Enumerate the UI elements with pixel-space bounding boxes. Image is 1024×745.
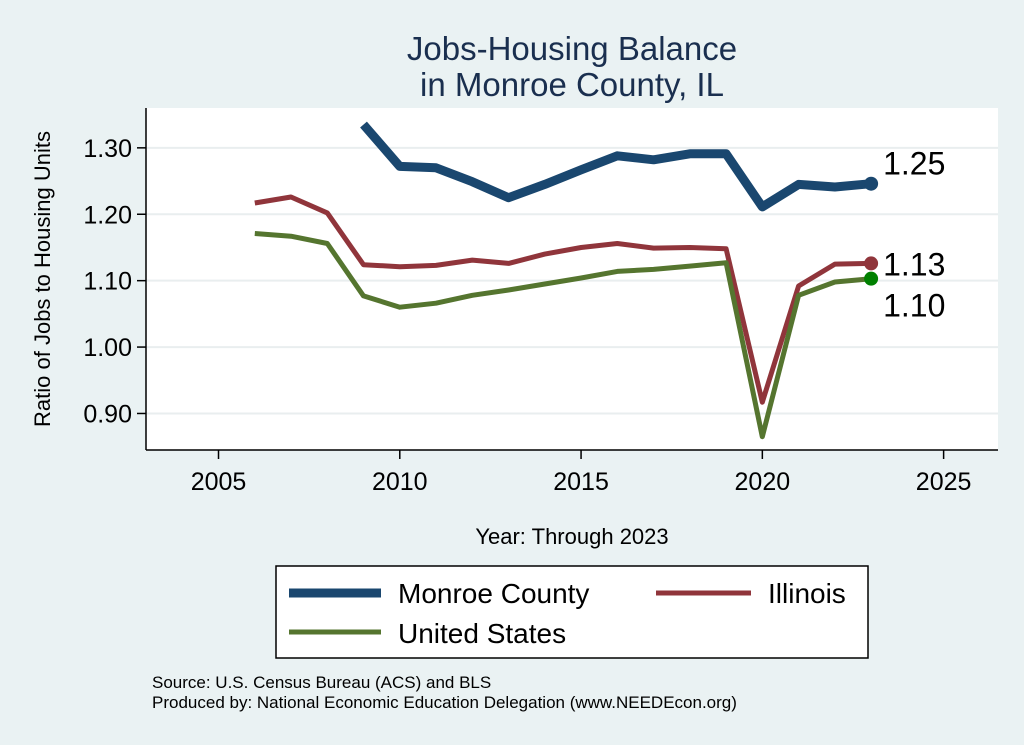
- y-tick-label: 1.30: [83, 135, 132, 163]
- x-axis-label: Year: Through 2023: [475, 524, 668, 549]
- x-tick-label: 2005: [191, 468, 247, 496]
- end-marker-monroe-county: [864, 176, 879, 191]
- end-marker-united-states: [864, 271, 879, 286]
- legend-label-illinois: Illinois: [768, 578, 846, 609]
- x-tick-label: 2015: [553, 468, 609, 496]
- x-axis-ticks: 2005 2010 2015 2020 2025: [191, 450, 972, 496]
- legend-label-monroe-county: Monroe County: [398, 578, 589, 609]
- chart-title-line-2: in Monroe County, IL: [420, 66, 724, 103]
- x-tick-label: 2020: [735, 468, 791, 496]
- y-axis-ticks: 0.90 1.00 1.10 1.20 1.30: [83, 135, 146, 428]
- y-tick-label: 1.00: [83, 334, 132, 362]
- series-line-illinois: [254, 194, 872, 405]
- series-lines: [254, 121, 872, 440]
- legend-label-united-states: United States: [398, 618, 566, 649]
- end-label-monroe-county: 1.25: [883, 146, 945, 182]
- series-line-united-states: [254, 231, 872, 440]
- y-tick-label: 1.20: [83, 201, 132, 229]
- legend-box: [275, 565, 869, 659]
- source-note: Source: U.S. Census Bureau (ACS) and BLS: [152, 673, 491, 692]
- y-tick-label: 0.90: [83, 400, 132, 428]
- producer-note: Produced by: National Economic Education…: [152, 693, 737, 712]
- y-axis-label: Ratio of Jobs to Housing Units: [30, 131, 55, 427]
- end-marker-illinois: [864, 256, 879, 271]
- end-label-illinois: 1.13: [883, 246, 945, 282]
- end-label-united-states: 1.10: [883, 288, 945, 324]
- legend: Monroe County Illinois United States: [275, 565, 869, 659]
- x-tick-label: 2025: [916, 468, 972, 496]
- x-tick-label: 2010: [372, 468, 428, 496]
- series-line-monroe-county: [360, 121, 872, 212]
- end-markers: 1.25 1.13 1.10: [864, 146, 945, 324]
- y-tick-label: 1.10: [83, 268, 132, 296]
- chart-title-line-1: Jobs-Housing Balance: [407, 30, 737, 67]
